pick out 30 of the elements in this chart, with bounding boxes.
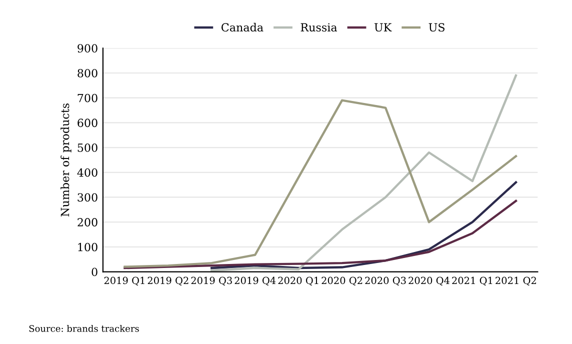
line-series (124, 200, 518, 270)
line-series (210, 181, 518, 270)
source-note: Source: brands trackers (29, 324, 139, 332)
y-tick-label: 0 (92, 268, 98, 276)
y-axis-title: Number of products (60, 104, 72, 216)
y-tick-label: 700 (78, 94, 98, 102)
y-tick-label: 600 (78, 118, 98, 128)
y-tick-label: 800 (78, 68, 98, 78)
y-tick-label: 500 (78, 144, 98, 152)
y-tick-label: 400 (77, 168, 98, 177)
x-tick-label: 2021 Q2 (496, 276, 536, 286)
legend-label: UK (374, 23, 392, 32)
y-tick-label: 100 (78, 242, 98, 252)
x-tick-label: 2021 Q1 (452, 276, 492, 286)
x-tick-label: 2020 Q3 (365, 276, 406, 286)
x-tick-label: 2020 Q1 (278, 276, 318, 286)
y-tick-label: 900 (78, 44, 98, 53)
x-tick-label: 2020 Q2 (322, 276, 362, 286)
line-series (210, 74, 518, 272)
x-tick-label: 2020 Q4 (408, 276, 450, 286)
y-tick-label: 200 (78, 218, 98, 226)
x-tick-label: 2019 Q2 (148, 276, 188, 286)
x-tick-label: 2019 Q1 (104, 276, 144, 286)
legend-label: Russia (300, 23, 338, 32)
legend-label: Canada (222, 22, 264, 32)
y-tick-label: 300 (78, 193, 98, 202)
legend-label: US (428, 23, 444, 32)
line-series (124, 99, 518, 268)
x-tick-label: 2019 Q3 (191, 276, 232, 286)
x-tick-label: 2019 Q4 (234, 276, 276, 286)
